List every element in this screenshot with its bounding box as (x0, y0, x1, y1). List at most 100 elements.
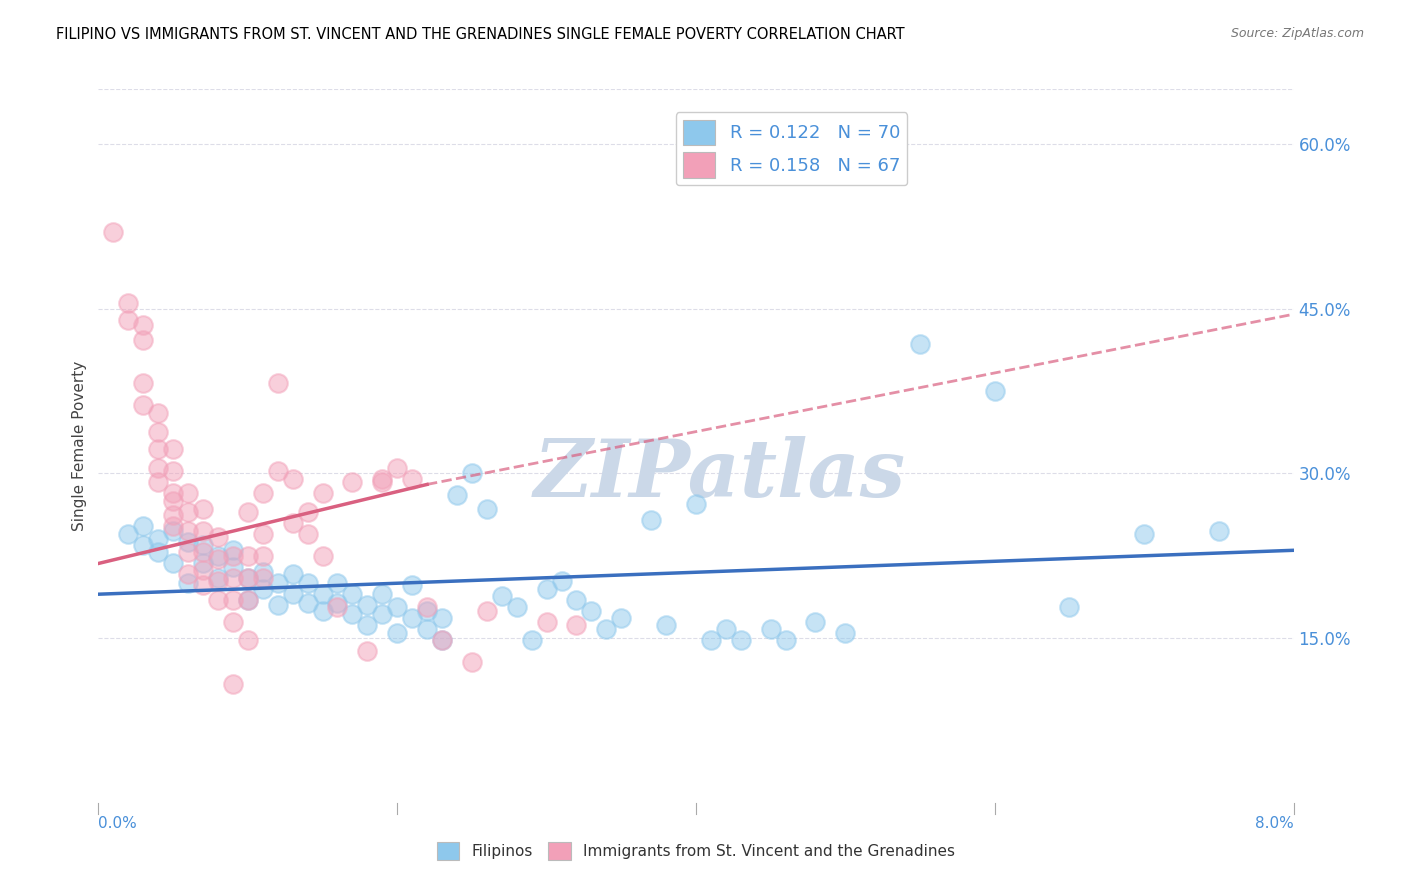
Point (222, 677, 245, 691)
Point (236, 592, 259, 607)
Point (252, 566, 274, 580)
Point (252, 549, 274, 563)
Point (117, 526, 139, 541)
Point (132, 333, 155, 347)
Point (281, 516, 304, 530)
Legend: Filipinos, Immigrants from St. Vincent and the Grenadines: Filipinos, Immigrants from St. Vincent a… (430, 836, 962, 866)
Point (565, 618, 588, 632)
Point (162, 524, 184, 538)
Point (297, 576, 319, 591)
Point (267, 376, 290, 391)
Point (311, 486, 333, 500)
Point (491, 590, 513, 604)
Point (222, 592, 245, 607)
Point (297, 526, 319, 541)
Point (430, 633, 453, 648)
Point (1133, 526, 1156, 541)
Point (759, 623, 782, 637)
Text: Source: ZipAtlas.com: Source: ZipAtlas.com (1230, 27, 1364, 40)
Point (371, 475, 394, 490)
Point (550, 574, 572, 588)
Text: 8.0%: 8.0% (1254, 816, 1294, 831)
Point (132, 318, 155, 333)
Point (162, 442, 184, 457)
Point (281, 567, 304, 582)
Point (162, 494, 184, 508)
Point (222, 543, 245, 558)
Point (177, 567, 200, 582)
Point (416, 600, 439, 615)
Point (655, 618, 678, 632)
Text: ZIPatlas: ZIPatlas (534, 436, 905, 513)
Point (326, 600, 349, 615)
Point (207, 592, 229, 607)
Point (236, 633, 259, 648)
Point (1208, 524, 1230, 538)
Point (475, 501, 498, 516)
Point (207, 574, 229, 588)
Point (908, 337, 931, 351)
Point (236, 571, 259, 585)
Point (191, 501, 214, 516)
Point (385, 600, 409, 615)
Point (222, 549, 245, 563)
Point (1059, 600, 1081, 615)
Point (207, 552, 229, 566)
Point (177, 505, 200, 519)
Point (148, 475, 170, 490)
Point (177, 486, 200, 500)
Point (222, 571, 245, 585)
Point (191, 538, 214, 552)
Point (148, 533, 170, 547)
Point (461, 467, 484, 481)
Point (342, 475, 364, 490)
Point (730, 633, 752, 648)
Point (222, 615, 245, 629)
Point (446, 488, 468, 502)
Point (191, 545, 214, 559)
Point (342, 607, 364, 621)
Point (475, 604, 498, 618)
Point (132, 538, 155, 552)
Point (700, 633, 723, 648)
Point (177, 524, 200, 538)
Point (191, 578, 214, 592)
Text: 0.0%: 0.0% (98, 816, 138, 831)
Point (222, 559, 245, 574)
Point (714, 623, 737, 637)
Point (536, 615, 558, 629)
Point (581, 604, 603, 618)
Point (207, 530, 229, 544)
Point (191, 557, 214, 571)
Point (565, 592, 588, 607)
Point (162, 519, 184, 533)
Point (281, 587, 304, 601)
Point (236, 592, 259, 607)
Point (281, 472, 304, 486)
Point (430, 633, 453, 648)
Point (148, 425, 170, 439)
Point (297, 505, 319, 519)
Point (236, 549, 259, 563)
Point (775, 633, 797, 648)
Point (685, 497, 707, 511)
Point (148, 442, 170, 457)
Point (177, 576, 200, 591)
Point (326, 576, 349, 591)
Point (371, 607, 394, 621)
Point (267, 464, 290, 478)
Point (267, 576, 290, 591)
Point (236, 505, 259, 519)
Point (385, 625, 409, 640)
Point (356, 644, 378, 658)
Point (326, 596, 349, 610)
Point (416, 604, 439, 618)
Point (191, 524, 214, 538)
Point (236, 571, 259, 585)
Point (252, 486, 274, 500)
Point (132, 398, 155, 412)
Point (267, 598, 290, 612)
Point (804, 615, 827, 629)
Point (207, 549, 229, 563)
Point (595, 623, 617, 637)
